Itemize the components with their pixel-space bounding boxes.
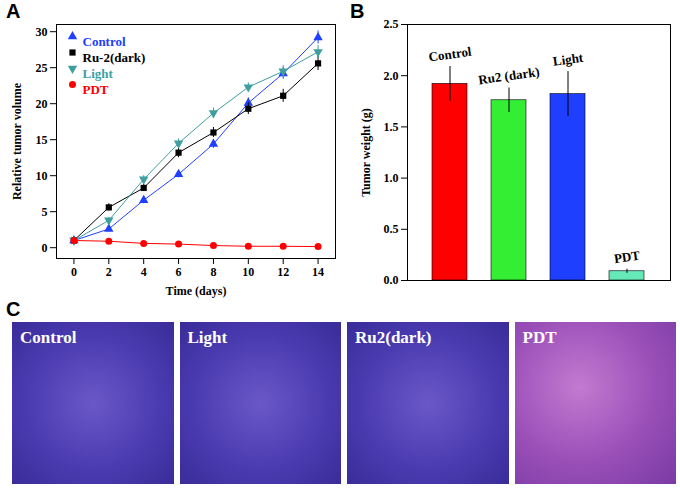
- svg-text:Control: Control: [83, 34, 126, 49]
- svg-text:10: 10: [242, 265, 254, 279]
- svg-text:Light: Light: [552, 50, 585, 69]
- svg-text:10: 10: [36, 169, 48, 183]
- svg-text:2: 2: [106, 265, 112, 279]
- svg-text:25: 25: [36, 61, 48, 75]
- svg-text:Tumor weight (g): Tumor weight (g): [359, 108, 373, 197]
- svg-text:5: 5: [42, 205, 48, 219]
- html-text:PDT: PDT: [522, 328, 557, 347]
- svg-text:30: 30: [36, 25, 48, 39]
- svg-text:PDT: PDT: [613, 248, 641, 267]
- svg-text:Relative tumor volume: Relative tumor volume: [10, 82, 24, 200]
- html-text:A: A: [6, 0, 21, 22]
- svg-text:0.0: 0.0: [384, 273, 399, 287]
- svg-text:Control: Control: [428, 44, 473, 65]
- html-text:C: C: [6, 298, 21, 320]
- svg-text:0: 0: [42, 241, 48, 255]
- html-text:Control: Control: [20, 328, 77, 347]
- svg-text:PDT: PDT: [83, 82, 109, 97]
- svg-text:2.0: 2.0: [384, 69, 399, 83]
- svg-text:Time (days): Time (days): [166, 284, 227, 298]
- svg-text:1.5: 1.5: [384, 120, 399, 134]
- svg-text:Ru2 (dark): Ru2 (dark): [477, 64, 540, 87]
- svg-text:0: 0: [71, 265, 77, 279]
- html-text:Ru2(dark): Ru2(dark): [355, 328, 432, 347]
- svg-text:4: 4: [141, 265, 147, 279]
- html-text:B: B: [350, 0, 365, 22]
- svg-text:2.5: 2.5: [384, 17, 399, 31]
- svg-text:20: 20: [36, 97, 48, 111]
- svg-text:6: 6: [176, 265, 182, 279]
- svg-text:Ru-2(dark): Ru-2(dark): [83, 50, 146, 65]
- svg-text:8: 8: [210, 265, 216, 279]
- svg-text:12: 12: [277, 265, 289, 279]
- html-text:Light: Light: [187, 328, 228, 347]
- svg-text:Light: Light: [83, 66, 114, 81]
- svg-text:15: 15: [36, 133, 48, 147]
- svg-text:14: 14: [312, 265, 324, 279]
- svg-text:1.0: 1.0: [384, 171, 399, 185]
- svg-text:0.5: 0.5: [384, 222, 399, 236]
